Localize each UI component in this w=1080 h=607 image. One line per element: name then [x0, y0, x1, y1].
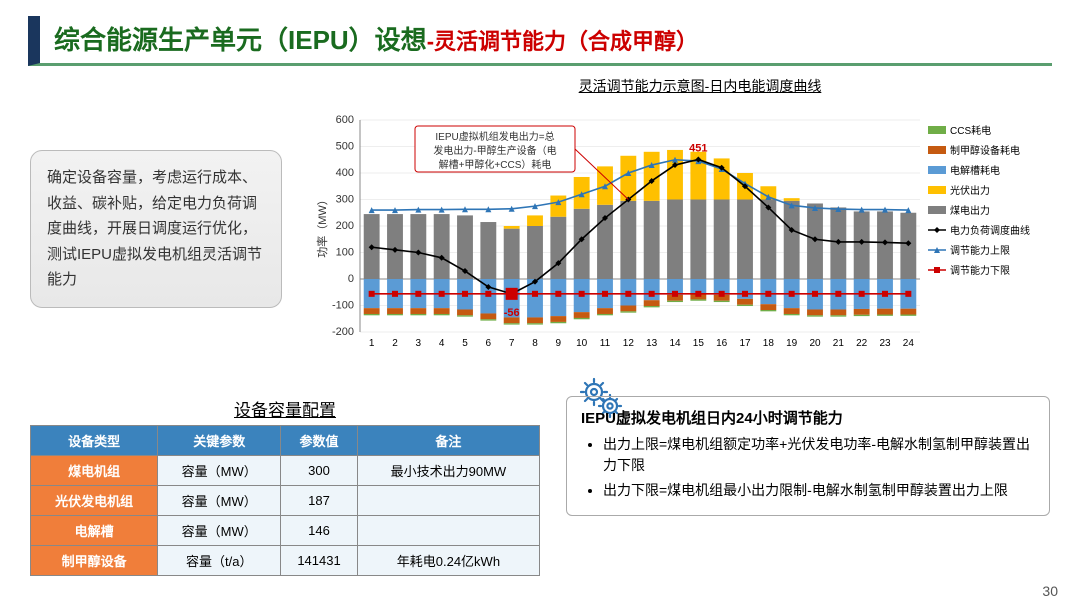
svg-text:6: 6	[486, 338, 492, 349]
svg-text:8: 8	[532, 338, 538, 349]
table-cell: 容量（MW）	[158, 486, 281, 516]
table-cell: 容量（MW）	[158, 456, 281, 486]
svg-text:20: 20	[809, 338, 821, 349]
capability-item: 出力上限=煤电机组额定功率+光伏发电功率-电解水制氢制甲醇装置出力下限	[603, 434, 1035, 476]
svg-text:21: 21	[833, 338, 845, 349]
svg-text:300: 300	[336, 194, 354, 206]
svg-text:调节能力上限: 调节能力上限	[950, 244, 1010, 257]
table-cell	[357, 516, 539, 546]
svg-text:22: 22	[856, 338, 868, 349]
svg-text:-100: -100	[332, 300, 354, 312]
svg-text:9: 9	[556, 338, 562, 349]
page-number: 30	[1042, 583, 1058, 599]
svg-text:调节能力下限: 调节能力下限	[950, 264, 1010, 277]
svg-text:24: 24	[903, 338, 915, 349]
svg-text:电力负荷调度曲线: 电力负荷调度曲线	[950, 224, 1030, 237]
svg-text:2: 2	[392, 338, 398, 349]
svg-text:制甲醇设备耗电: 制甲醇设备耗电	[950, 144, 1020, 157]
table-cell: 141431	[281, 546, 358, 576]
table-cell: 年耗电0.24亿kWh	[357, 546, 539, 576]
svg-text:3: 3	[416, 338, 422, 349]
svg-text:电解槽耗电: 电解槽耗电	[950, 164, 1000, 177]
table-header: 备注	[357, 426, 539, 456]
table-cell: 300	[281, 456, 358, 486]
title-sub: -灵活调节能力（合成甲醇）	[427, 24, 698, 56]
table-header: 关键参数	[158, 426, 281, 456]
svg-text:功率（MW）: 功率（MW）	[315, 194, 329, 258]
title-main: 综合能源生产单元（IEPU）设想	[54, 20, 427, 57]
capacity-table: 设备类型关键参数参数值备注煤电机组容量（MW）300最小技术出力90MW 光伏发电…	[30, 425, 540, 576]
svg-text:11: 11	[600, 338, 611, 349]
table-header: 设备类型	[31, 426, 158, 456]
svg-text:600: 600	[336, 114, 354, 126]
svg-text:18: 18	[763, 338, 775, 349]
capability-item: 出力下限=煤电机组最小出力限制-电解水制氢制甲醇装置出力上限	[603, 480, 1035, 501]
svg-text:15: 15	[693, 338, 705, 349]
svg-text:光伏出力: 光伏出力	[950, 184, 990, 197]
chart-title: 灵活调节能力示意图-日内电能调度曲线	[348, 76, 1052, 96]
svg-text:23: 23	[879, 338, 891, 349]
table-caption: 设备容量配置	[30, 396, 540, 421]
table-cell: 最小技术出力90MW	[357, 456, 539, 486]
table-cell: 电解槽	[31, 516, 158, 546]
svg-text:14: 14	[669, 338, 681, 349]
capacity-table-wrap: 设备容量配置 设备类型关键参数参数值备注煤电机组容量（MW）300最小技术出力9…	[30, 396, 540, 576]
capability-box: IEPU虚拟发电机组日内24小时调节能力 出力上限=煤电机组额定功率+光伏发电功…	[566, 396, 1050, 516]
svg-text:-56: -56	[504, 307, 520, 319]
table-cell: 容量（t/a）	[158, 546, 281, 576]
table-cell: 187	[281, 486, 358, 516]
svg-text:5: 5	[462, 338, 468, 349]
svg-text:17: 17	[739, 338, 751, 349]
dispatch-chart: -200-1000100200300400500600功率（MW）1234567…	[310, 110, 1050, 360]
svg-text:12: 12	[623, 338, 635, 349]
table-header: 参数值	[281, 426, 358, 456]
svg-text:0: 0	[348, 273, 354, 285]
svg-text:100: 100	[336, 247, 354, 259]
svg-text:200: 200	[336, 220, 354, 232]
table-cell: 光伏发电机组	[31, 486, 158, 516]
capability-title: IEPU虚拟发电机组日内24小时调节能力	[581, 407, 1035, 428]
svg-text:煤电出力: 煤电出力	[950, 204, 990, 217]
svg-text:10: 10	[576, 338, 588, 349]
svg-text:19: 19	[786, 338, 798, 349]
slide-title: 综合能源生产单元（IEPU）设想 -灵活调节能力（合成甲醇）	[28, 16, 1052, 66]
svg-text:451: 451	[689, 142, 707, 154]
svg-text:CCS耗电: CCS耗电	[950, 124, 991, 137]
svg-text:1: 1	[369, 338, 375, 349]
svg-text:400: 400	[336, 167, 354, 179]
description-box: 确定设备容量，考虑运行成本、收益、碳补贴，给定电力负荷调度曲线，开展日调度运行优…	[30, 150, 282, 308]
svg-text:7: 7	[509, 338, 515, 349]
svg-text:解槽+甲醇化+CCS）耗电: 解槽+甲醇化+CCS）耗电	[439, 158, 552, 171]
table-cell	[357, 486, 539, 516]
table-cell: 制甲醇设备	[31, 546, 158, 576]
svg-text:13: 13	[646, 338, 658, 349]
svg-text:IEPU虚拟机组发电出力=总: IEPU虚拟机组发电出力=总	[435, 130, 554, 143]
table-cell: 容量（MW）	[158, 516, 281, 546]
svg-text:发电出力-甲醇生产设备（电: 发电出力-甲醇生产设备（电	[433, 144, 556, 157]
table-cell: 146	[281, 516, 358, 546]
svg-text:4: 4	[439, 338, 445, 349]
svg-text:-200: -200	[332, 326, 354, 338]
svg-text:500: 500	[336, 141, 354, 153]
table-cell: 煤电机组	[31, 456, 158, 486]
svg-text:16: 16	[716, 338, 728, 349]
